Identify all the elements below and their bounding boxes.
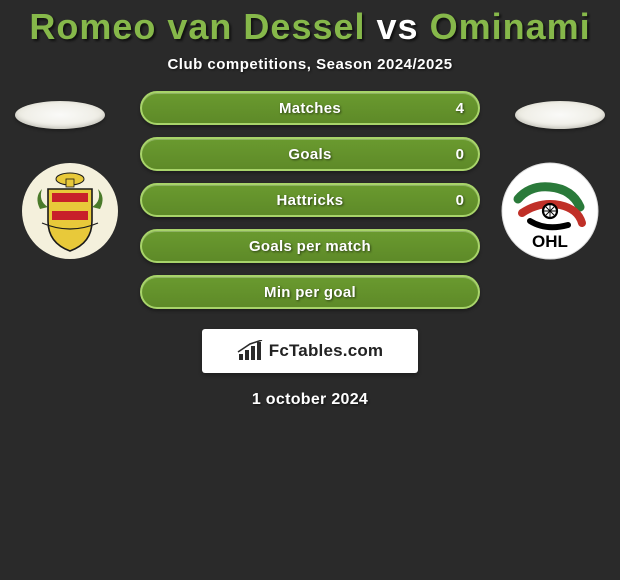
- ohl-text: OHL: [532, 232, 568, 251]
- player-ellipse-left: [15, 101, 105, 129]
- ohl-crest-icon: OHL: [500, 161, 600, 261]
- date-line: 1 october 2024: [0, 391, 620, 409]
- team-badge-right: OHL: [500, 161, 600, 261]
- stat-value: 4: [456, 100, 464, 117]
- stat-label: Min per goal: [264, 284, 356, 301]
- stat-pill: Hattricks 0: [140, 183, 480, 217]
- title-player-left: Romeo van Dessel: [29, 6, 365, 47]
- bar-chart-icon: [237, 340, 263, 362]
- stat-label: Hattricks: [277, 192, 344, 209]
- brand-text: FcTables.com: [269, 341, 384, 361]
- brand-footer[interactable]: FcTables.com: [202, 329, 418, 373]
- team-badge-left: [20, 161, 120, 261]
- stat-label: Matches: [279, 100, 341, 117]
- stat-label: Goals per match: [249, 238, 371, 255]
- stat-pill: Matches 4: [140, 91, 480, 125]
- page-title: Romeo van Dessel vs Ominami: [0, 0, 620, 56]
- stat-pill: Min per goal: [140, 275, 480, 309]
- title-vs: vs: [366, 6, 430, 47]
- stats-column: Matches 4 Goals 0 Hattricks 0 Goals per match M…: [140, 91, 480, 309]
- content-area: OHL Matches 4 Goals 0 Hattricks 0 Goals per ma…: [0, 91, 620, 409]
- mechelen-crest-icon: [20, 161, 120, 261]
- stat-value: 0: [456, 146, 464, 163]
- title-player-right: Ominami: [430, 6, 591, 47]
- stat-pill: Goals 0: [140, 137, 480, 171]
- stat-pill: Goals per match: [140, 229, 480, 263]
- stat-value: 0: [456, 192, 464, 209]
- stat-label: Goals: [288, 146, 331, 163]
- player-ellipse-right: [515, 101, 605, 129]
- subtitle: Club competitions, Season 2024/2025: [0, 56, 620, 73]
